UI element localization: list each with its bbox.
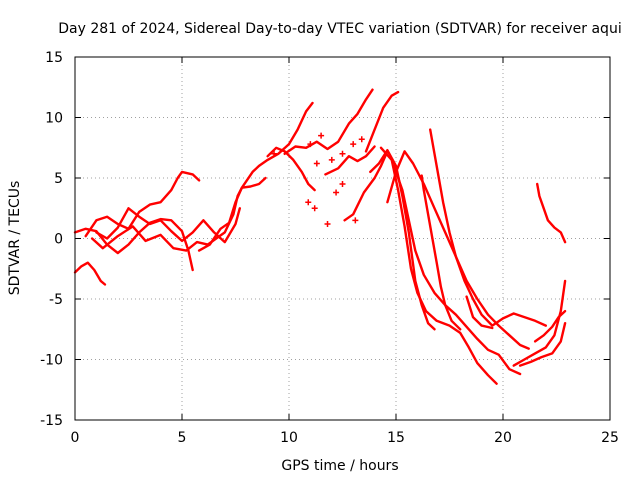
x-tick-labels: 0 5 10 15 20 25: [71, 430, 619, 446]
scatter-point: [350, 141, 357, 148]
x-tick-label: 15: [387, 430, 405, 446]
scatter-point: [328, 156, 335, 163]
series-track-17: [420, 174, 462, 331]
y-tick-label: 15: [45, 50, 63, 66]
series-track-5: [90, 176, 267, 252]
scatter-point: [333, 189, 340, 196]
series-track-21: [533, 309, 567, 343]
series-track-10: [343, 150, 389, 222]
scatter-point: [339, 150, 346, 157]
series-track-4: [95, 207, 241, 244]
scatter-point: [358, 136, 365, 143]
axis-ticks: [74, 56, 611, 421]
grid-lines: [75, 57, 610, 420]
scatter-point: [311, 205, 318, 212]
series-track-14: [392, 164, 522, 376]
series-track-11: [364, 90, 400, 153]
scatter-point: [318, 132, 325, 139]
series-track-1: [73, 261, 107, 286]
scatter-point: [305, 199, 312, 206]
series-track-18: [465, 295, 494, 330]
data-series: [73, 88, 567, 385]
scatter-point: [324, 220, 331, 227]
y-tick-labels: -15 -10 -5 0 5 10 15: [40, 50, 63, 429]
series-track-3: [84, 170, 201, 238]
y-tick-label: -10: [40, 353, 63, 369]
series-track-6: [197, 101, 314, 252]
scatter-point: [313, 160, 320, 167]
x-tick-label: 0: [71, 430, 80, 446]
x-tick-label: 20: [494, 430, 512, 446]
scatter-point: [307, 141, 314, 148]
series-track-16: [429, 128, 547, 327]
scattered-points: [271, 132, 365, 227]
scatter-point: [352, 217, 359, 224]
x-tick-label: 25: [601, 430, 619, 446]
x-tick-label: 10: [280, 430, 298, 446]
y-tick-label: -5: [49, 292, 63, 308]
series-track-9: [324, 145, 376, 176]
scatter-point: [271, 150, 278, 157]
y-tick-label: -15: [40, 413, 63, 429]
series-track-13: [379, 146, 498, 385]
series-track-22: [536, 182, 567, 244]
chart-title: Day 281 of 2024, Sidereal Day-to-day VTE…: [58, 21, 621, 37]
y-axis-label: SDTVAR / TECUs: [7, 181, 23, 296]
series-track-8: [283, 88, 374, 155]
x-tick-label: 5: [178, 430, 187, 446]
scatter-point: [339, 181, 346, 188]
series-track-7: [266, 146, 316, 192]
y-tick-label: 0: [54, 232, 63, 248]
series-track-12: [369, 149, 436, 331]
x-axis-label: GPS time / hours: [281, 458, 398, 474]
series-track-20: [518, 322, 567, 367]
series-track-19: [512, 279, 567, 367]
y-tick-label: 5: [54, 171, 63, 187]
y-tick-label: 10: [45, 111, 63, 127]
